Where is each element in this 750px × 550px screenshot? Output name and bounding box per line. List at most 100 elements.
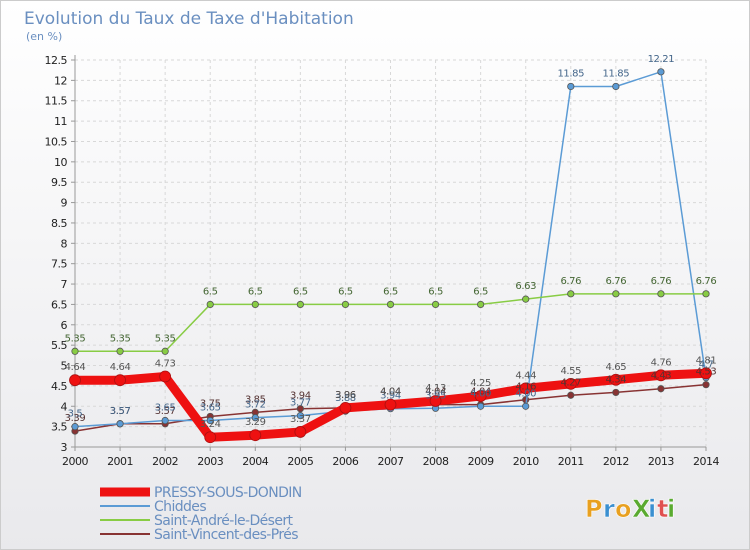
data-label-2: 6.76	[560, 276, 581, 287]
x-tick-label: 2000	[62, 455, 88, 468]
x-tick-label: 2007	[378, 455, 404, 468]
data-label-0: 4.25	[470, 378, 491, 389]
logo-letter: i	[648, 495, 656, 523]
y-tick-label: 12	[54, 74, 67, 87]
y-tick-label: 3.5	[51, 421, 67, 434]
data-label-0: 4.13	[425, 383, 446, 394]
y-tick-label: 3	[61, 441, 68, 454]
data-label-1: 3.65	[155, 403, 176, 414]
data-label-0: 4.64	[65, 362, 86, 373]
data-point-0	[700, 367, 712, 380]
data-label-3: 3.94	[290, 391, 311, 402]
data-point-0	[294, 426, 307, 438]
data-label-2: 6.76	[606, 276, 627, 287]
data-label-2: 6.5	[203, 286, 218, 297]
data-point-2	[522, 295, 530, 303]
data-label-3: 4.16	[515, 382, 536, 393]
data-label-0: 3.29	[245, 417, 266, 428]
x-tick-label: 2001	[107, 455, 133, 468]
data-point-2	[296, 300, 304, 309]
data-label-1: 3.88	[335, 393, 356, 404]
logo-letter: X	[632, 495, 651, 523]
data-label-2: 6.5	[338, 286, 353, 297]
data-point-0	[69, 374, 81, 387]
data-point-1	[567, 82, 575, 91]
x-tick-label: 2008	[423, 455, 449, 468]
data-label-3: 4.27	[560, 377, 581, 388]
data-label-1: 3.72	[245, 400, 266, 411]
data-point-0	[384, 398, 397, 411]
data-label-0: 4.64	[110, 362, 131, 373]
data-point-2	[161, 347, 169, 355]
x-tick-label: 2002	[152, 455, 178, 468]
data-label-0: 3.24	[200, 419, 221, 430]
y-tick-label: 6	[61, 319, 68, 332]
logo-letter: P	[585, 495, 603, 523]
chart-subtitle: (en %)	[26, 30, 62, 43]
data-label-1: 4.7	[699, 360, 714, 371]
data-point-2	[477, 300, 485, 309]
y-tick-label: 10.5	[45, 135, 68, 148]
x-tick-label: 2003	[197, 455, 223, 468]
data-label-2: 6.76	[696, 276, 717, 287]
data-label-3: 3.57	[110, 406, 131, 417]
x-tick-label: 2010	[513, 455, 539, 468]
data-label-2: 6.5	[428, 286, 443, 297]
data-label-1: 3.65	[200, 403, 221, 414]
data-label-3: 4.04	[425, 387, 446, 398]
data-point-0	[204, 431, 217, 444]
plot-area: 33.544.555.566.577.588.599.51010.51111.5…	[45, 54, 720, 468]
data-label-3: 4.04	[380, 387, 401, 398]
legend: PRESSY-SOUS-DONDINChiddesSaint-André-le-…	[100, 485, 302, 543]
data-label-0: 4.04	[380, 387, 401, 398]
data-point-1	[251, 414, 259, 422]
x-tick-label: 2006	[332, 455, 358, 468]
data-label-3: 4.43	[651, 371, 672, 382]
data-point-1	[522, 402, 530, 410]
y-tick-label: 11.5	[45, 95, 68, 108]
data-point-1	[477, 402, 485, 410]
y-tick-label: 6.5	[51, 298, 67, 311]
data-label-1: 11.85	[603, 68, 630, 79]
y-tick-label: 9	[61, 197, 68, 210]
data-label-3: 3.57	[155, 406, 176, 417]
data-label-1: 4.00	[470, 388, 491, 399]
legend-label: PRESSY-SOUS-DONDIN	[154, 485, 302, 501]
data-point-3	[657, 385, 665, 393]
data-label-3: 4.04	[470, 387, 491, 398]
data-point-0	[339, 401, 352, 414]
data-point-0	[655, 369, 667, 382]
logo-letter: r	[603, 495, 615, 523]
y-tick-label: 10	[54, 156, 67, 169]
data-label-3: 4.53	[696, 367, 717, 378]
data-label-0: 3.37	[290, 414, 311, 425]
x-tick-label: 2009	[468, 455, 494, 468]
data-point-0	[519, 382, 532, 395]
data-point-1	[206, 416, 214, 425]
data-label-2: 6.5	[248, 286, 263, 297]
y-tick-label: 7	[61, 278, 68, 291]
data-point-2	[702, 290, 710, 298]
data-point-0	[474, 390, 487, 402]
data-label-2: 6.5	[383, 286, 398, 297]
data-point-2	[431, 300, 440, 309]
data-label-1: 3.95	[425, 390, 446, 401]
legend-label: Chiddes	[154, 499, 206, 515]
data-point-1	[612, 82, 620, 91]
logo-letter: o	[615, 495, 632, 523]
data-label-1: 3.57	[110, 406, 131, 417]
data-point-0	[564, 377, 577, 390]
data-point-1	[71, 423, 79, 431]
data-label-3: 4.34	[606, 374, 627, 385]
x-tick-label: 2012	[603, 455, 629, 468]
data-point-1	[161, 416, 169, 425]
data-label-3: 3.85	[245, 394, 266, 405]
data-point-2	[567, 290, 575, 298]
y-tick-label: 5	[61, 360, 68, 373]
data-point-1	[657, 68, 665, 76]
data-point-0	[429, 395, 442, 407]
data-label-1: 3.5	[68, 409, 83, 420]
data-point-2	[116, 347, 124, 355]
